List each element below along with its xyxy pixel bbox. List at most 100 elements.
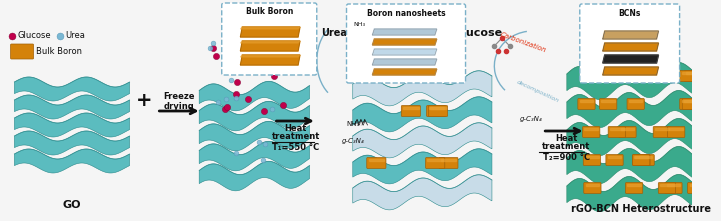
Text: Heat: Heat — [555, 134, 578, 143]
Polygon shape — [667, 183, 680, 185]
Polygon shape — [240, 41, 300, 51]
Polygon shape — [353, 97, 492, 132]
FancyBboxPatch shape — [601, 70, 619, 82]
Polygon shape — [684, 99, 698, 101]
Polygon shape — [603, 72, 617, 74]
Polygon shape — [567, 63, 715, 100]
Polygon shape — [603, 43, 658, 51]
Text: Bulk Boron: Bulk Boron — [246, 8, 293, 17]
Polygon shape — [199, 101, 309, 131]
FancyBboxPatch shape — [257, 46, 280, 61]
Polygon shape — [14, 95, 130, 119]
Text: Boron nanosheets: Boron nanosheets — [367, 8, 446, 17]
Polygon shape — [610, 128, 624, 130]
Polygon shape — [240, 41, 300, 43]
Polygon shape — [627, 183, 641, 185]
Polygon shape — [670, 128, 683, 130]
FancyBboxPatch shape — [680, 70, 697, 82]
Text: g-C₃N₄: g-C₃N₄ — [342, 138, 365, 144]
Polygon shape — [634, 156, 648, 158]
Polygon shape — [580, 99, 593, 101]
FancyBboxPatch shape — [638, 70, 655, 82]
Polygon shape — [639, 156, 653, 158]
FancyBboxPatch shape — [684, 70, 702, 82]
Polygon shape — [646, 72, 660, 74]
FancyBboxPatch shape — [11, 44, 34, 59]
Polygon shape — [368, 158, 384, 160]
Polygon shape — [14, 149, 130, 173]
FancyBboxPatch shape — [668, 126, 685, 137]
FancyBboxPatch shape — [688, 183, 705, 194]
Polygon shape — [441, 158, 456, 160]
Polygon shape — [240, 55, 300, 57]
Polygon shape — [240, 27, 300, 29]
FancyBboxPatch shape — [619, 126, 636, 137]
Polygon shape — [240, 27, 300, 37]
Text: GO: GO — [63, 200, 81, 210]
FancyBboxPatch shape — [367, 158, 386, 168]
Polygon shape — [681, 72, 695, 74]
FancyBboxPatch shape — [626, 183, 642, 194]
FancyBboxPatch shape — [665, 183, 682, 194]
Polygon shape — [640, 72, 653, 74]
Text: decomposition: decomposition — [278, 44, 317, 77]
FancyBboxPatch shape — [627, 99, 645, 109]
FancyBboxPatch shape — [644, 70, 661, 82]
FancyBboxPatch shape — [584, 183, 601, 194]
Text: Carbonization: Carbonization — [499, 32, 547, 54]
Polygon shape — [199, 141, 309, 171]
Polygon shape — [660, 183, 673, 185]
Text: Urea: Urea — [66, 32, 85, 40]
Polygon shape — [629, 99, 642, 101]
Polygon shape — [14, 131, 130, 155]
Text: Bulk Boron: Bulk Boron — [37, 48, 82, 57]
Text: g-C₃N₄: g-C₃N₄ — [520, 116, 542, 122]
FancyBboxPatch shape — [653, 126, 671, 137]
FancyBboxPatch shape — [608, 126, 625, 137]
FancyBboxPatch shape — [402, 105, 420, 116]
Polygon shape — [585, 183, 599, 185]
Polygon shape — [689, 183, 703, 185]
Polygon shape — [373, 49, 437, 55]
FancyBboxPatch shape — [222, 3, 317, 75]
Text: treatment: treatment — [271, 132, 320, 141]
Text: treatment: treatment — [542, 142, 590, 151]
Text: drying: drying — [163, 102, 194, 111]
Polygon shape — [403, 107, 419, 109]
Polygon shape — [608, 156, 622, 158]
FancyBboxPatch shape — [682, 99, 699, 109]
Text: decomposition: decomposition — [516, 80, 559, 104]
Text: T₁=550 °C: T₁=550 °C — [272, 143, 319, 152]
Polygon shape — [240, 55, 300, 65]
FancyBboxPatch shape — [425, 158, 445, 168]
Polygon shape — [567, 175, 715, 212]
Polygon shape — [199, 81, 309, 111]
Polygon shape — [621, 128, 634, 130]
Polygon shape — [373, 69, 437, 75]
Polygon shape — [199, 161, 309, 191]
Polygon shape — [567, 91, 715, 128]
Polygon shape — [634, 156, 648, 158]
Polygon shape — [567, 118, 715, 156]
Text: Freeze: Freeze — [163, 92, 194, 101]
Text: rGO-BCN Heterostructure: rGO-BCN Heterostructure — [571, 204, 711, 214]
Polygon shape — [601, 99, 615, 101]
FancyBboxPatch shape — [578, 99, 595, 109]
FancyBboxPatch shape — [428, 105, 448, 116]
FancyBboxPatch shape — [632, 154, 650, 166]
FancyBboxPatch shape — [600, 99, 617, 109]
FancyBboxPatch shape — [439, 158, 458, 168]
Polygon shape — [585, 156, 598, 158]
Text: NH₃: NH₃ — [347, 121, 360, 127]
Polygon shape — [585, 128, 598, 130]
Polygon shape — [14, 77, 130, 101]
Polygon shape — [686, 72, 700, 74]
Text: Glucose: Glucose — [17, 32, 51, 40]
FancyBboxPatch shape — [658, 183, 676, 194]
Text: NH₃: NH₃ — [353, 22, 365, 27]
Polygon shape — [373, 39, 437, 45]
FancyBboxPatch shape — [580, 4, 680, 83]
FancyBboxPatch shape — [583, 154, 601, 166]
Polygon shape — [603, 31, 658, 39]
Text: BCNs: BCNs — [619, 8, 641, 17]
